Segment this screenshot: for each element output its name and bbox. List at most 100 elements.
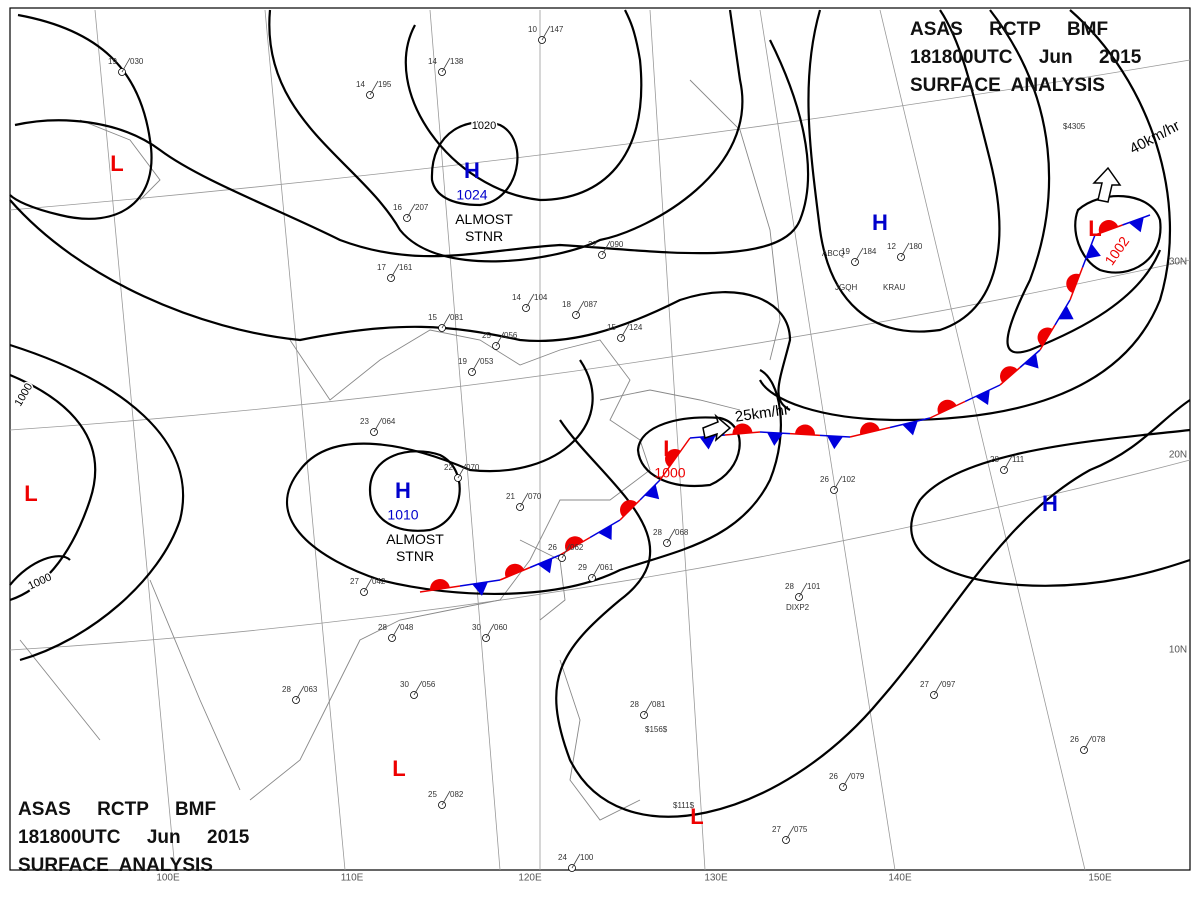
wind-barb (1083, 735, 1093, 751)
wind-barb (525, 293, 535, 309)
wind-barb (441, 313, 451, 329)
warm-front-symbol (937, 399, 957, 415)
pressure-center-label: L (690, 804, 703, 829)
station-temperature: 15 (607, 323, 616, 332)
pressure-center-label: H (395, 478, 411, 503)
wind-barb (785, 825, 795, 841)
warm-front-symbol (1098, 220, 1119, 234)
wind-barb (471, 357, 481, 373)
station-temperature: 30 (472, 623, 481, 632)
station-temperature: 28 (785, 582, 794, 591)
station-id: $156$ (645, 725, 668, 734)
station-temperature: 25 (428, 790, 437, 799)
warm-front-symbol (860, 422, 880, 435)
station-temperature: 22 (444, 463, 453, 472)
wind-barb (842, 772, 852, 788)
wind-barb (121, 57, 131, 73)
station-temperature: 27 (350, 577, 359, 586)
wind-barb (571, 853, 581, 869)
pressure-center-label: H (464, 158, 480, 183)
isobar-label: 1020 (472, 120, 496, 132)
station-temperature: 30 (400, 680, 409, 689)
wind-barb (854, 247, 864, 263)
note-line: STNR (396, 548, 434, 564)
station-temperature: 22 (588, 240, 597, 249)
station-pressure: 101 (807, 582, 821, 591)
station-temperature: 27 (920, 680, 929, 689)
station-pressure: 082 (450, 790, 464, 799)
wind-barb (495, 331, 505, 347)
station-temperature: 24 (558, 853, 567, 862)
header-line: ASAS RCTP BMF (18, 799, 216, 820)
central-pressure: 1010 (387, 507, 418, 523)
station-temperature: 26 (829, 772, 838, 781)
pressure-center-label: L (663, 436, 676, 461)
cold-front-symbol (1128, 217, 1144, 233)
wind-barb (363, 577, 373, 593)
station-pressure: 056 (504, 331, 518, 340)
station-id: $111$ (673, 801, 695, 810)
grid-label: 20N (1169, 450, 1187, 461)
station-temperature: 26 (820, 475, 829, 484)
wind-barb (485, 623, 495, 639)
station-temperature: 26 (548, 543, 557, 552)
wind-barb (643, 700, 653, 716)
station-temperature: 19 (841, 247, 850, 256)
pressure-center-label: L (392, 756, 405, 781)
header-line: 181800UTC Jun 2015 (18, 827, 250, 848)
motion-arrow (702, 413, 732, 442)
front-segment (619, 499, 641, 521)
header-line: SURFACE ANALYSIS (18, 855, 213, 876)
station-temperature: 28 (282, 685, 291, 694)
station-pressure: 078 (1092, 735, 1106, 744)
wind-barb (295, 685, 305, 701)
station-pressure: 030 (130, 57, 144, 66)
pressure-center-label: H (1042, 491, 1058, 516)
grid-label: 10N (1169, 645, 1187, 656)
station-temperature: 25 (482, 331, 491, 340)
station-pressure: 061 (600, 563, 614, 572)
pressure-center-label: L (110, 151, 123, 176)
station-temperature: 14 (356, 80, 365, 89)
station-id: ABCQ (822, 249, 845, 258)
wind-barb (666, 528, 676, 544)
wind-barb (541, 25, 551, 41)
station-pressure: 111 (1012, 455, 1025, 464)
wind-barb (441, 790, 451, 806)
cold-front-symbol (472, 581, 488, 596)
warm-front-symbol (1037, 327, 1053, 347)
station-temperature: 14 (428, 57, 437, 66)
cold-front-symbol (1023, 353, 1039, 369)
station-pressure: 070 (528, 492, 542, 501)
station-pressure: 087 (584, 300, 598, 309)
header-line: 181800UTC Jun 2015 (910, 47, 1142, 68)
header-line: SURFACE ANALYSIS (910, 75, 1105, 96)
station-temperature: 28 (630, 700, 639, 709)
wind-barb (933, 680, 943, 696)
wind-barb (441, 57, 451, 73)
wind-barb (798, 582, 808, 598)
station-temperature: 23 (360, 417, 369, 426)
station-pressure: 147 (550, 25, 564, 34)
graticule (9, 9, 1191, 871)
station-pressure: 056 (422, 680, 436, 689)
wind-barb (620, 323, 630, 339)
wind-barb (601, 240, 611, 256)
station-temperature: 14 (512, 293, 521, 302)
station-pressure: 090 (610, 240, 624, 249)
wind-barb (391, 623, 401, 639)
warm-front-symbol (620, 500, 638, 518)
station-pressure: 064 (382, 417, 396, 426)
header-line: ASAS RCTP BMF (910, 19, 1108, 40)
wind-barb (457, 463, 467, 479)
station-pressure: 138 (450, 57, 464, 66)
cold-front-symbol (767, 432, 783, 446)
station-id: JGQH (835, 283, 857, 292)
note-line: ALMOST (455, 211, 513, 227)
warm-front-symbol (732, 423, 753, 435)
cold-front-symbol (902, 420, 918, 436)
station-temperature: 29 (578, 563, 587, 572)
station-pressure: 104 (534, 293, 548, 302)
grid-label: 130E (704, 873, 728, 884)
station-pressure: 053 (480, 357, 494, 366)
